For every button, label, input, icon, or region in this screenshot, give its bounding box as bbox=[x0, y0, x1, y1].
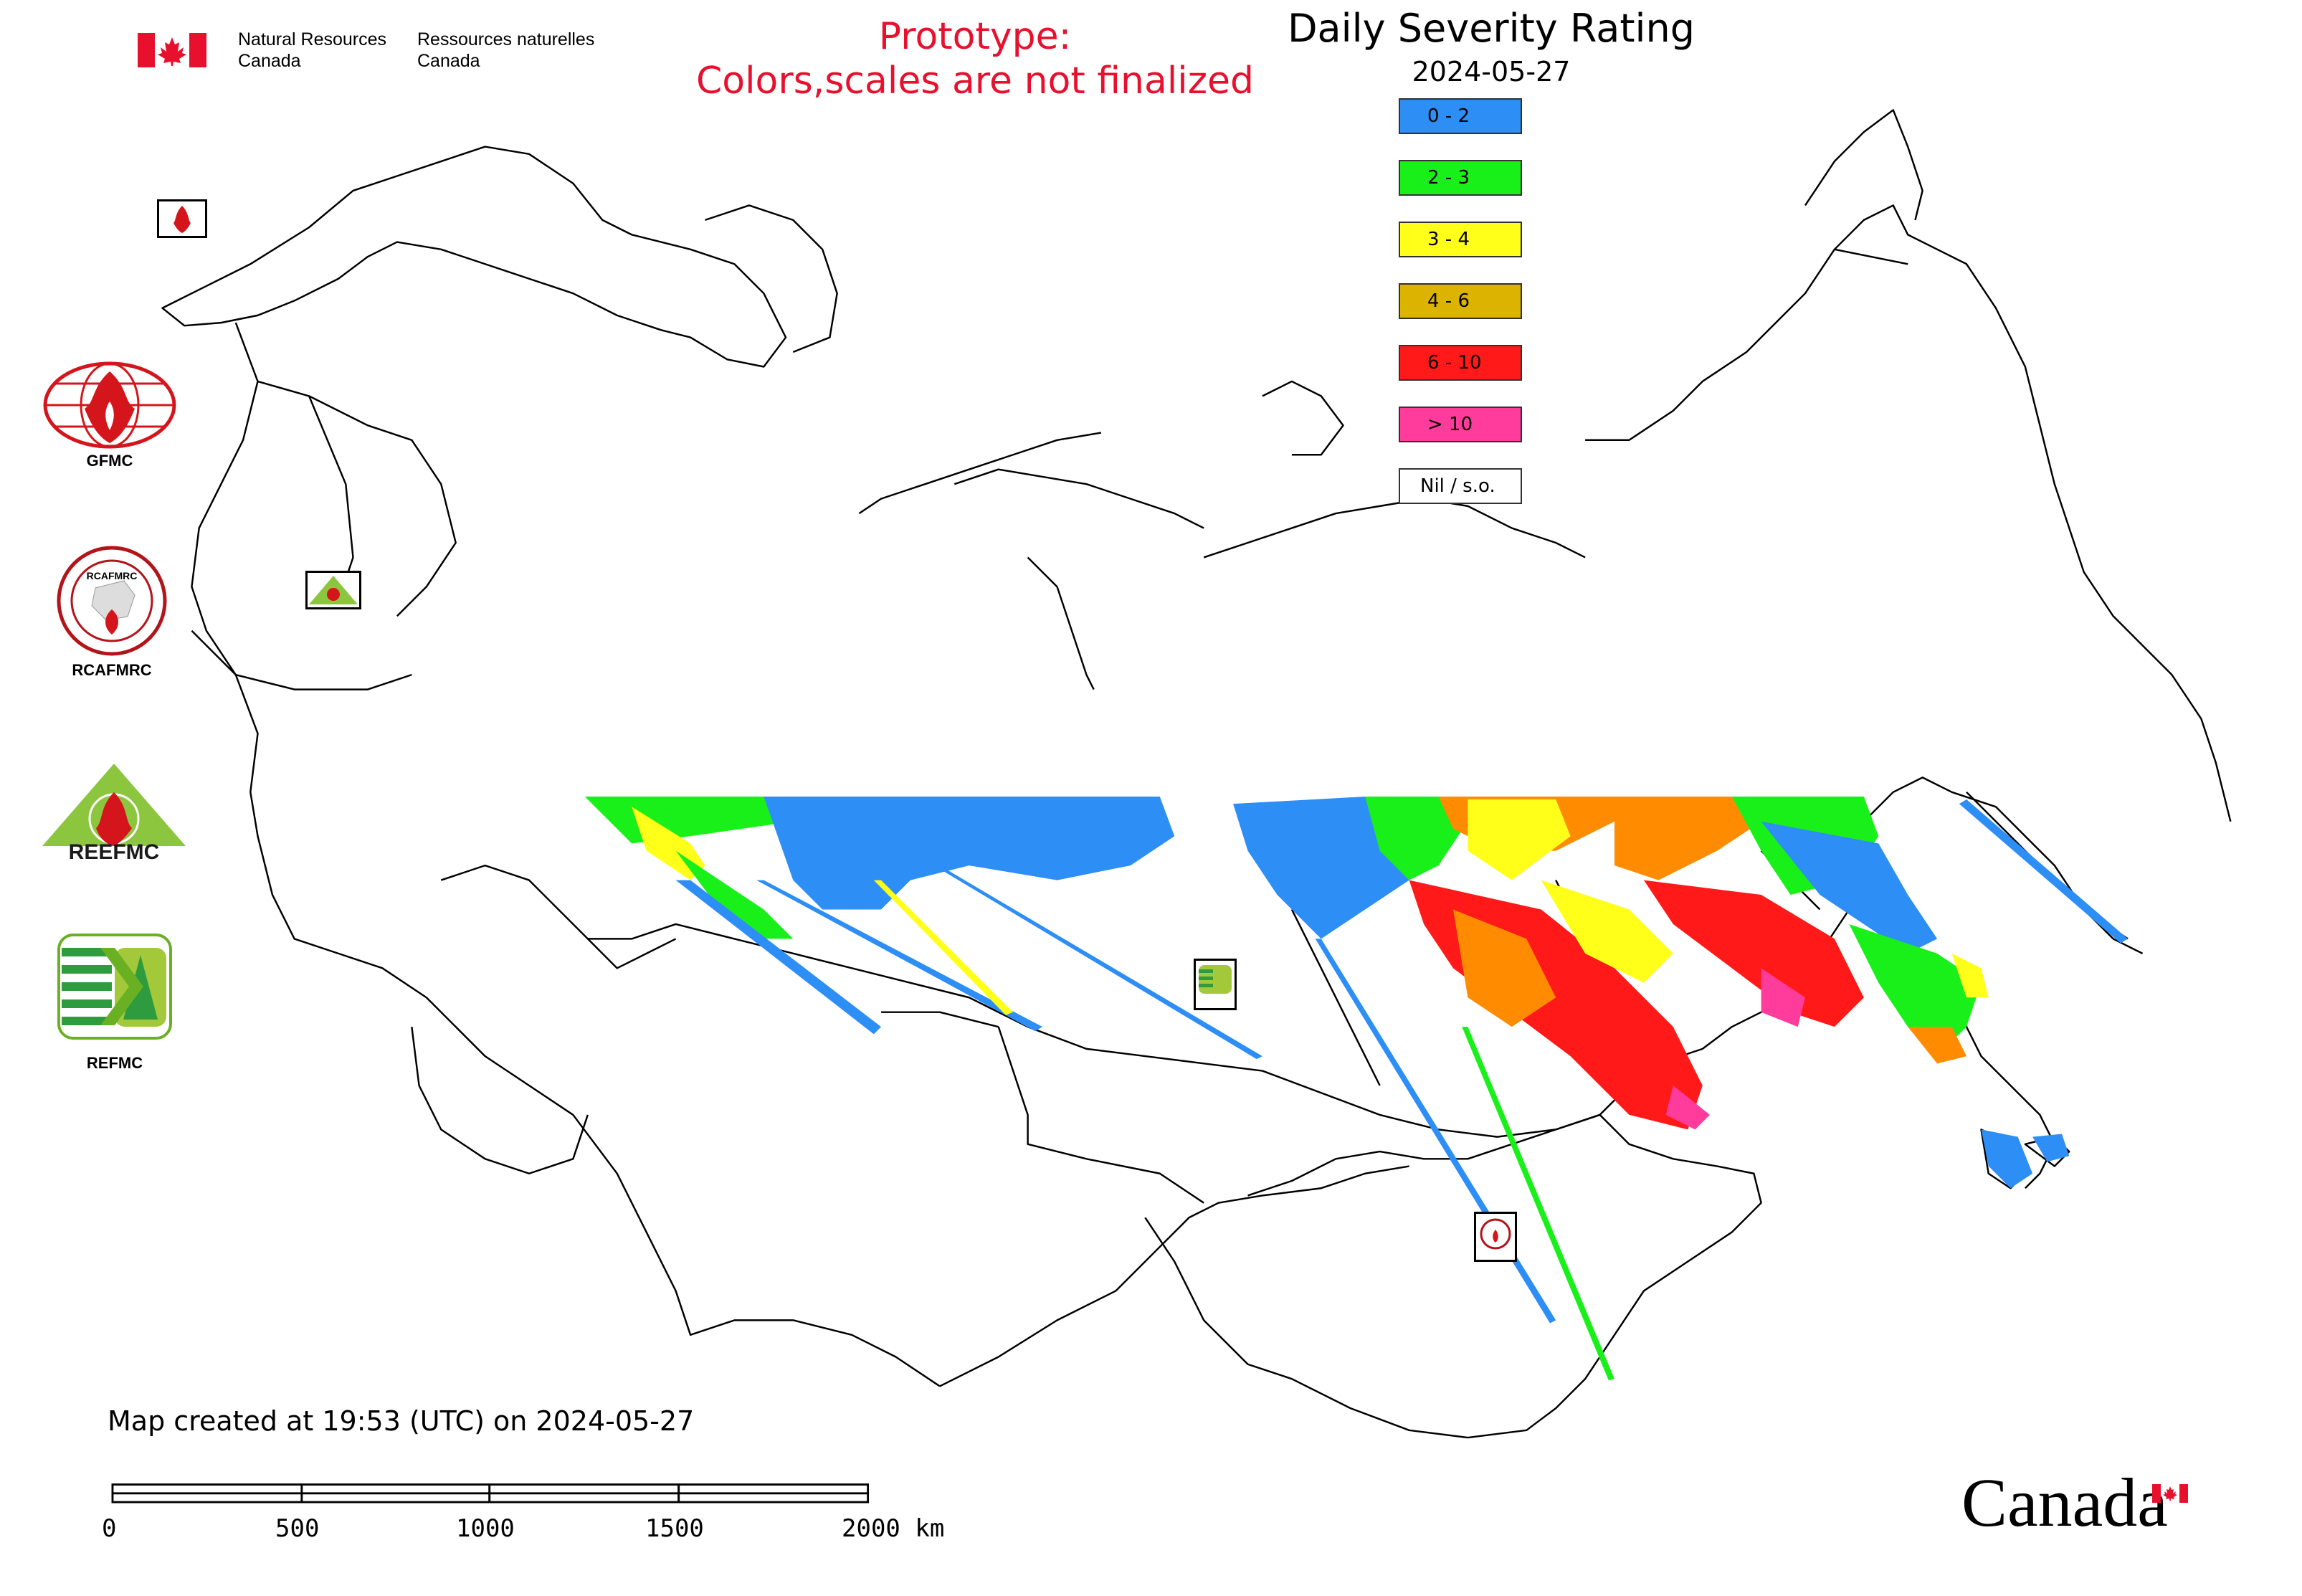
legend-item-gt-10: > 10 bbox=[1399, 407, 1522, 442]
gfmc-label: GFMC bbox=[86, 452, 133, 470]
rcafmrc-location-marker[interactable] bbox=[1474, 1212, 1517, 1262]
rcafmrc-label: RCAFMRC bbox=[72, 661, 152, 679]
legend-item-4-6: 4 - 6 bbox=[1399, 283, 1522, 319]
gfmc-logo bbox=[42, 358, 178, 452]
legend-item-6-10: 6 - 10 bbox=[1399, 345, 1522, 381]
legend-item-2-3: 2 - 3 bbox=[1399, 160, 1522, 196]
gov-name-en: Natural Resources Canada bbox=[238, 29, 387, 71]
legend-item-nil: Nil / s.o. bbox=[1399, 468, 1522, 504]
canada-wordmark: Canada bbox=[1961, 1464, 2168, 1541]
scale-label-1500: 1500 bbox=[645, 1514, 704, 1543]
rcafmrc-logo-text: RCAFMRC bbox=[87, 570, 138, 581]
map-created-text: Map created at 19:53 (UTC) on 2024-05-27 bbox=[108, 1405, 695, 1437]
gfmc-location-marker[interactable] bbox=[157, 199, 207, 238]
legend-item-0-2: 0 - 2 bbox=[1399, 98, 1522, 134]
scale-label-1000: 1000 bbox=[456, 1514, 515, 1543]
map-title: Daily Severity Rating bbox=[1287, 6, 1695, 51]
legend-item-3-4: 3 - 4 bbox=[1399, 222, 1522, 257]
canada-flag bbox=[138, 33, 206, 67]
coastline-borders bbox=[161, 109, 2232, 1439]
scale-label-0: 0 bbox=[102, 1514, 117, 1543]
map-date: 2024-05-27 bbox=[1412, 56, 1571, 87]
refmc-label: REFMC bbox=[86, 1054, 143, 1072]
refmc-logo bbox=[57, 934, 172, 1040]
reefmc-logo: REEFMC bbox=[39, 760, 189, 864]
dsr-coverage bbox=[584, 796, 2129, 1381]
reefmc-logo-text: REEFMC bbox=[69, 840, 160, 860]
prototype-notice: Prototype: Colors,scales are not finaliz… bbox=[695, 15, 1255, 103]
scale-label-2000-km: 2000 km bbox=[842, 1514, 945, 1543]
rcafmrc-logo: RCAFMRC bbox=[56, 545, 168, 657]
gov-name-fr: Ressources naturelles Canada bbox=[417, 29, 595, 71]
refmc-location-marker[interactable] bbox=[1194, 959, 1237, 1010]
reefmc-location-marker[interactable] bbox=[305, 571, 361, 609]
canada-wordmark-flag bbox=[2152, 1484, 2188, 1503]
scale-bar bbox=[111, 1483, 870, 1504]
scale-label-500: 500 bbox=[275, 1514, 320, 1543]
